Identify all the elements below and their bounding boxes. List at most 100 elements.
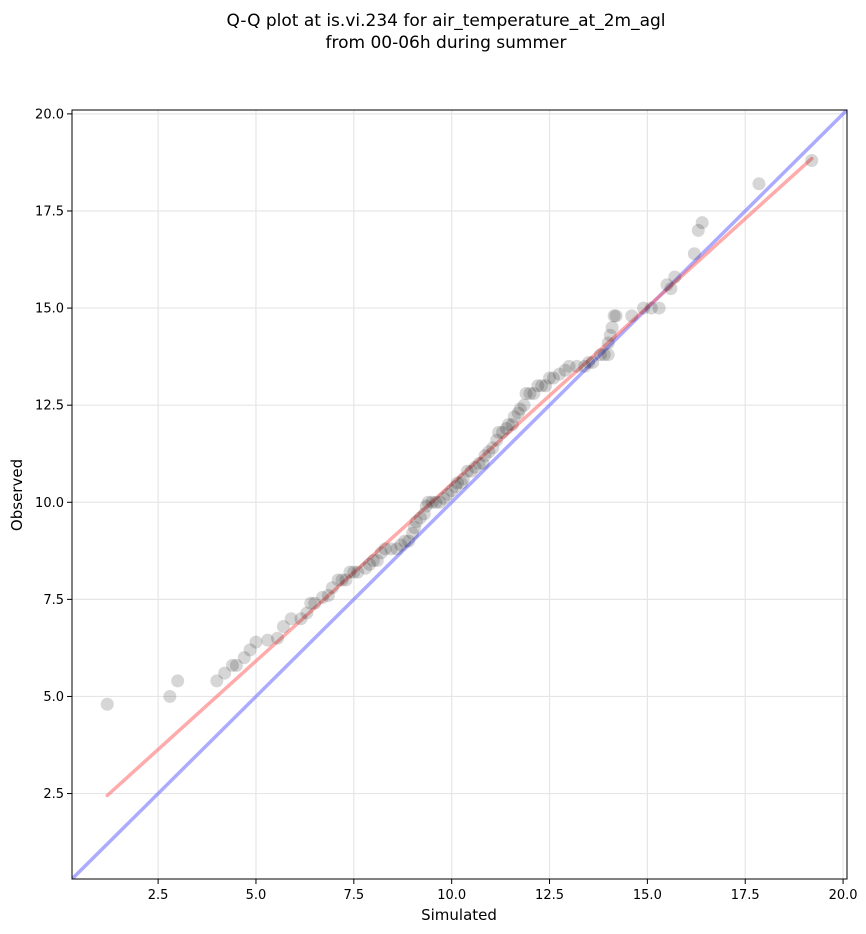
- y-tick-label: 7.5: [43, 593, 64, 608]
- data-point: [523, 387, 537, 401]
- data-point: [454, 476, 468, 490]
- data-point: [390, 542, 404, 556]
- data-point: [636, 301, 650, 315]
- data-point: [543, 371, 557, 385]
- data-point: [603, 328, 617, 342]
- data-point: [492, 425, 506, 439]
- identity-line: [72, 110, 847, 879]
- data-point: [519, 387, 533, 401]
- data-point: [609, 309, 623, 323]
- data-point: [527, 387, 541, 401]
- data-point: [378, 542, 392, 556]
- data-point: [601, 348, 615, 362]
- data-point: [370, 554, 384, 568]
- plot-area: [72, 110, 847, 879]
- data-point: [601, 336, 615, 350]
- data-point: [270, 631, 284, 645]
- data-point: [513, 402, 527, 416]
- data-point: [406, 526, 420, 540]
- data-point: [409, 515, 423, 529]
- y-axis-ticks: 2.5 5.0 7.5 10.0 12.5 15.0 17.5 20.0: [35, 107, 72, 802]
- chart-title-line-2: from 00-06h during summer: [326, 33, 567, 53]
- data-point: [460, 464, 474, 478]
- x-tick-label: 5.0: [246, 888, 267, 903]
- data-point: [218, 666, 232, 680]
- data-point: [451, 476, 465, 490]
- x-axis-label: Simulated: [421, 906, 497, 924]
- data-point: [100, 697, 114, 711]
- data-point: [496, 425, 510, 439]
- data-point: [294, 612, 308, 626]
- data-point: [517, 398, 531, 412]
- data-point: [325, 581, 339, 595]
- data-points: [100, 153, 819, 711]
- data-point: [284, 612, 298, 626]
- data-point: [652, 301, 666, 315]
- data-point: [482, 445, 496, 459]
- y-tick-label: 17.5: [35, 204, 64, 219]
- x-axis-ticks: 2.5 5.0 7.5 10.0 12.5 15.0 17.5 20.0: [148, 879, 858, 903]
- data-point: [644, 301, 658, 315]
- data-point: [570, 359, 584, 373]
- data-point: [752, 177, 766, 191]
- plot-frame: [71, 109, 848, 880]
- data-point: [249, 635, 263, 649]
- data-point: [343, 565, 357, 579]
- data-point: [300, 606, 314, 620]
- data-point: [331, 573, 345, 587]
- data-point: [229, 658, 243, 672]
- x-tick-label: 2.5: [148, 888, 169, 903]
- data-point: [445, 484, 459, 498]
- data-point: [501, 418, 515, 432]
- data-point: [505, 418, 519, 432]
- data-point: [468, 460, 482, 474]
- data-point: [476, 456, 490, 470]
- data-point: [472, 456, 486, 470]
- y-tick-label: 12.5: [35, 399, 64, 414]
- x-tick-label: 15.0: [633, 888, 662, 903]
- data-point: [593, 348, 607, 362]
- data-point: [417, 507, 431, 521]
- data-point: [695, 216, 709, 230]
- data-point: [276, 620, 290, 634]
- y-axis-label: Observed: [8, 459, 26, 531]
- data-point: [243, 643, 257, 657]
- data-point: [210, 674, 224, 688]
- data-point: [429, 495, 443, 509]
- data-point: [362, 557, 376, 571]
- data-point: [394, 538, 408, 552]
- data-point: [531, 379, 545, 393]
- data-point: [237, 651, 251, 665]
- data-point: [582, 355, 596, 369]
- chart-title-line-1: Q-Q plot at is.vi.234 for air_temperatur…: [226, 11, 665, 31]
- data-point: [351, 565, 365, 579]
- data-point: [402, 534, 416, 548]
- data-point: [558, 363, 572, 377]
- data-point: [304, 596, 318, 610]
- fit-line: [105, 156, 814, 798]
- data-point: [407, 521, 421, 535]
- y-tick-label: 15.0: [35, 302, 64, 317]
- y-tick-label: 20.0: [35, 107, 64, 122]
- data-point: [552, 367, 566, 381]
- data-point: [437, 491, 451, 505]
- data-point: [664, 282, 678, 296]
- data-point: [546, 371, 560, 385]
- data-point: [499, 421, 513, 435]
- data-point: [607, 309, 621, 323]
- data-point: [586, 355, 600, 369]
- data-point: [225, 658, 239, 672]
- x-tick-label: 17.5: [731, 888, 760, 903]
- data-point: [339, 573, 353, 587]
- data-point: [421, 495, 435, 509]
- data-point: [398, 534, 412, 548]
- data-point: [511, 406, 525, 420]
- data-point: [163, 689, 177, 703]
- data-point: [597, 348, 611, 362]
- data-point: [691, 223, 705, 237]
- data-point: [413, 511, 427, 525]
- y-tick-label: 10.0: [35, 496, 64, 511]
- data-point: [660, 278, 674, 292]
- data-point: [507, 410, 521, 424]
